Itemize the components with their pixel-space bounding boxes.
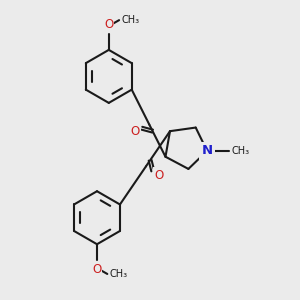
- Text: O: O: [104, 18, 113, 31]
- Text: O: O: [92, 263, 102, 276]
- Text: CH₃: CH₃: [232, 146, 250, 156]
- Text: O: O: [131, 125, 140, 138]
- Text: CH₃: CH₃: [110, 269, 128, 279]
- Text: CH₃: CH₃: [121, 15, 139, 25]
- Text: N: N: [202, 144, 213, 158]
- Text: O: O: [154, 169, 164, 182]
